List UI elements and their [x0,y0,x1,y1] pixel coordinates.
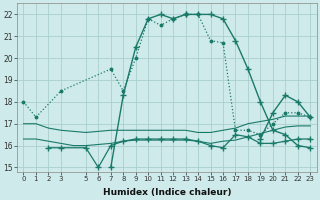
X-axis label: Humidex (Indice chaleur): Humidex (Indice chaleur) [103,188,231,197]
